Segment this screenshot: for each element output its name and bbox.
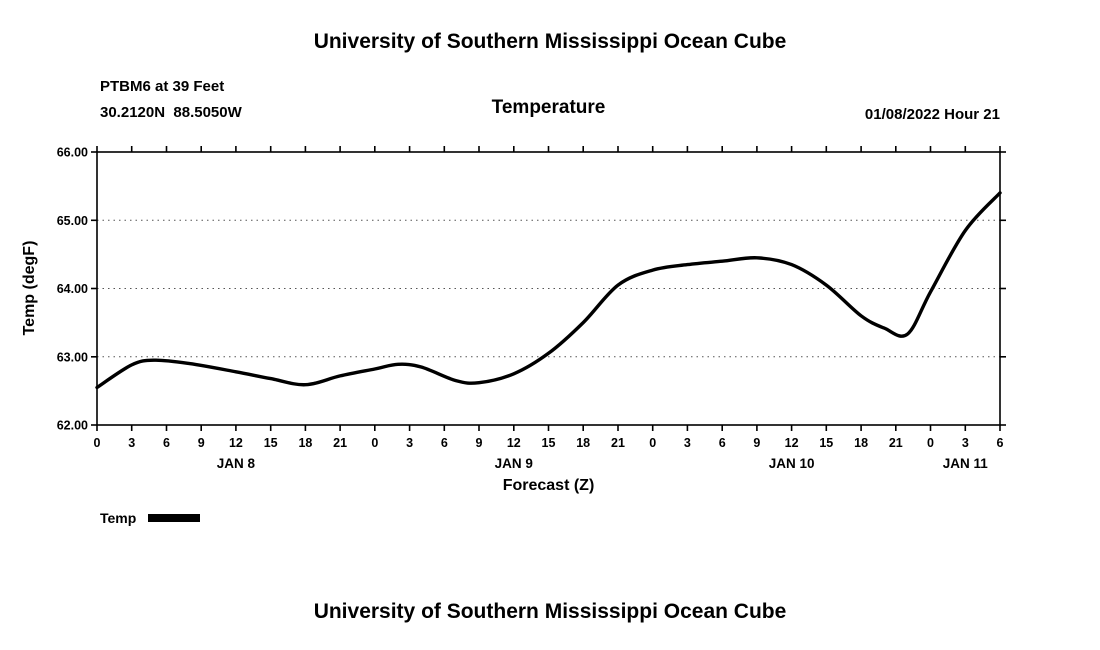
y-tick-label: 64.00 xyxy=(57,282,88,296)
x-tick-label: 21 xyxy=(611,436,625,450)
x-tick-label: 21 xyxy=(889,436,903,450)
legend-temp-line-swatch xyxy=(148,514,201,522)
x-tick-label: 3 xyxy=(406,436,413,450)
x-tick-label: 3 xyxy=(684,436,691,450)
x-tick-label: 3 xyxy=(128,436,135,450)
x-tick-label: 15 xyxy=(264,436,278,450)
x-tick-label: 0 xyxy=(927,436,934,450)
x-tick-label: 15 xyxy=(542,436,556,450)
chart-title: Temperature xyxy=(491,97,606,118)
legend: Temp xyxy=(100,510,201,526)
x-day-label: JAN 9 xyxy=(495,456,533,471)
x-tick-label: 18 xyxy=(854,436,868,450)
x-tick-label: 21 xyxy=(333,436,347,450)
y-tick-label: 63.00 xyxy=(57,350,88,364)
x-tick-label: 12 xyxy=(785,436,799,450)
y-tick-label: 66.00 xyxy=(57,146,88,160)
x-day-label: JAN 11 xyxy=(943,456,989,471)
y-tick-label: 62.00 xyxy=(57,419,88,433)
x-tick-label: 9 xyxy=(476,436,483,450)
page-title-top: University of Southern Mississippi Ocean… xyxy=(313,30,787,53)
y-tick-label: 65.00 xyxy=(57,214,88,228)
legend-temp-label: Temp xyxy=(100,510,137,526)
x-tick-label: 6 xyxy=(163,436,170,450)
x-tick-label: 0 xyxy=(94,436,101,450)
x-tick-label: 6 xyxy=(997,436,1004,450)
station-coordinates-label: 30.2120N 88.5050W xyxy=(100,104,242,121)
x-day-label: JAN 8 xyxy=(217,456,256,471)
station-id-label: PTBM6 at 39 Feet xyxy=(100,78,225,95)
x-tick-label: 6 xyxy=(719,436,726,450)
x-tick-label: 3 xyxy=(962,436,969,450)
x-tick-label: 15 xyxy=(819,436,833,450)
x-axis-label: Forecast (Z) xyxy=(502,477,595,494)
x-tick-label: 0 xyxy=(649,436,656,450)
x-tick-label: 18 xyxy=(576,436,590,450)
x-tick-label: 0 xyxy=(371,436,378,450)
x-day-label: JAN 10 xyxy=(769,456,815,471)
x-tick-label: 9 xyxy=(753,436,760,450)
page-title-bottom: University of Southern Mississippi Ocean… xyxy=(313,600,787,623)
x-tick-label: 9 xyxy=(198,436,205,450)
x-tick-label: 12 xyxy=(229,436,243,450)
x-tick-label: 6 xyxy=(441,436,448,450)
x-tick-label: 18 xyxy=(298,436,312,450)
run-datetime-label: 01/08/2022 Hour 21 xyxy=(864,106,1000,123)
temp-series-line xyxy=(95,191,1002,390)
x-tick-label: 12 xyxy=(507,436,521,450)
